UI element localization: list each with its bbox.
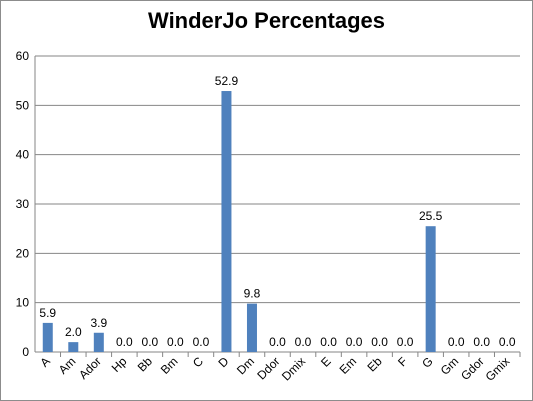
- x-tick-label: E: [318, 354, 334, 370]
- data-label: 2.0: [65, 325, 82, 339]
- bar: [425, 226, 436, 352]
- bar: [42, 322, 53, 352]
- y-tick-label: 20: [16, 246, 30, 260]
- data-label: 3.9: [90, 316, 107, 330]
- y-tick-label: 40: [16, 148, 30, 162]
- x-tick-label: Hp: [109, 354, 130, 375]
- y-tick-label: 10: [16, 296, 30, 310]
- data-label: 0.0: [295, 335, 312, 349]
- x-tick-label: Gm: [438, 354, 462, 378]
- data-label: 0.0: [473, 335, 490, 349]
- x-tick-label: Bm: [158, 354, 181, 377]
- x-tick-label: Bb: [135, 354, 156, 375]
- data-label: 25.5: [419, 209, 443, 223]
- x-tick-label: Gmix: [483, 354, 513, 384]
- bar: [221, 91, 232, 352]
- x-tick-label: Ador: [76, 354, 104, 382]
- chart-title: WinderJo Percentages: [148, 8, 385, 33]
- bar: [246, 303, 257, 352]
- y-tick-label: 0: [22, 345, 29, 359]
- x-tick-label: Ddor: [254, 354, 282, 382]
- x-tick-label: Dm: [234, 354, 257, 377]
- data-label: 0.0: [371, 335, 388, 349]
- x-tick-label: G: [419, 354, 436, 371]
- x-tick-label: Am: [56, 354, 79, 377]
- x-tick-label: D: [216, 354, 232, 370]
- x-tick-label: F: [395, 354, 410, 369]
- data-label: 9.8: [244, 287, 261, 301]
- bar: [93, 332, 104, 352]
- data-label: 0.0: [167, 335, 184, 349]
- data-label: 0.0: [116, 335, 133, 349]
- y-tick-label: 60: [16, 49, 30, 63]
- x-tick-label: Eb: [364, 354, 385, 375]
- x-tick-label: Gdor: [458, 354, 487, 383]
- data-label: 0.0: [320, 335, 337, 349]
- x-tick-label: Em: [337, 354, 360, 377]
- y-tick-label: 30: [16, 197, 30, 211]
- data-label: 0.0: [499, 335, 516, 349]
- data-label: 0.0: [142, 335, 159, 349]
- x-tick-label: Dmix: [279, 354, 308, 383]
- data-label: 0.0: [397, 335, 414, 349]
- y-tick-label: 50: [16, 98, 30, 112]
- bar: [68, 342, 79, 352]
- data-label: 0.0: [269, 335, 286, 349]
- x-tick-label: A: [37, 354, 53, 370]
- data-label: 0.0: [346, 335, 363, 349]
- x-tick-label: C: [190, 354, 206, 370]
- data-label: 0.0: [448, 335, 465, 349]
- data-label: 0.0: [193, 335, 210, 349]
- data-label: 52.9: [215, 74, 239, 88]
- data-label: 5.9: [39, 306, 56, 320]
